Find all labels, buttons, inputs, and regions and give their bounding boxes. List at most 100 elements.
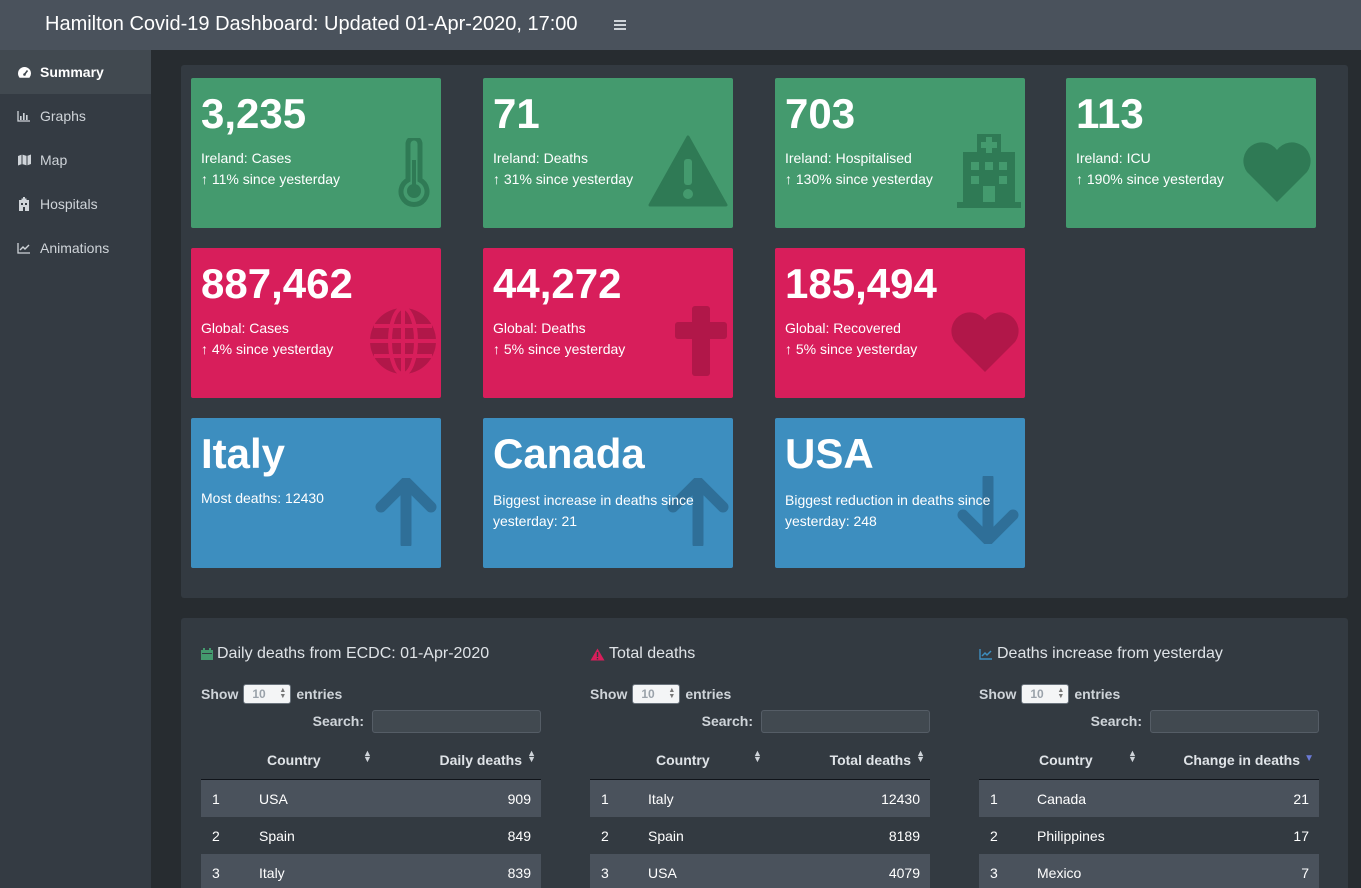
line-chart-icon <box>16 241 32 255</box>
table-title-text: Daily deaths from ECDC: 01-Apr-2020 <box>217 645 490 662</box>
box-change-text: 190% since yesterday <box>1086 171 1224 187</box>
global-deaths-box: 44,272 Global: Deaths ↑ 5% since yesterd… <box>483 248 733 398</box>
entries-label: entries <box>685 686 732 702</box>
box-change: ↑ 190% since yesterday <box>1076 171 1224 187</box>
column-header-value[interactable]: Total deaths <box>829 752 911 768</box>
box-change: ↑ 130% since yesterday <box>785 171 933 187</box>
column-header-country[interactable]: Country <box>656 752 710 768</box>
sidebar: Summary Graphs Map Hospitals Animations <box>0 50 151 888</box>
row-index: 2 <box>601 828 609 844</box>
search-label: Search: <box>312 713 364 729</box>
biggest-reduction-box: USA Biggest reduction in deaths since ye… <box>775 418 1025 568</box>
entries-value: 10 <box>252 687 266 701</box>
up-arrow-icon: ↑ <box>785 171 792 187</box>
biggest-increase-box: Canada Biggest increase in deaths since … <box>483 418 733 568</box>
box-change-text: 31% since yesterday <box>503 171 634 187</box>
sort-icon[interactable]: ▲ ▼ <box>363 748 372 764</box>
sidebar-toggle-icon[interactable] <box>614 16 630 34</box>
global-cases-box: 887,462 Global: Cases ↑ 4% since yesterd… <box>191 248 441 398</box>
total-deaths-table: Total deaths Show 10 ▲ ▼ entries Search: C… <box>590 618 930 888</box>
row-country: Spain <box>259 828 295 844</box>
length-control: Show 10 ▲ ▼ entries <box>979 684 1120 704</box>
global-recovered-box: 185,494 Global: Recovered ↑ 5% since yes… <box>775 248 1025 398</box>
sidebar-item-animations[interactable]: Animations <box>0 226 151 270</box>
sort-icon[interactable]: ▲ ▼ <box>916 748 925 764</box>
search-label: Search: <box>701 713 753 729</box>
heart-icon <box>1243 142 1311 202</box>
table-row: 3 Mexico 7 <box>979 854 1319 888</box>
arrow-down-icon <box>957 476 1019 544</box>
table-header: Country ▲ ▼ Total deaths ▲ ▼ <box>590 748 930 780</box>
thermometer-icon <box>398 138 430 208</box>
daily-deaths-table: Daily deaths from ECDC: 01-Apr-2020 Show… <box>201 618 541 888</box>
map-icon <box>16 153 32 167</box>
box-label: Global: Cases <box>201 320 289 336</box>
row-index: 1 <box>601 791 609 807</box>
entries-select[interactable]: 10 ▲ ▼ <box>1021 684 1070 704</box>
show-label: Show <box>590 686 628 702</box>
table-title: Total deaths <box>590 645 695 663</box>
sidebar-item-label: Summary <box>40 64 104 80</box>
table-row: 1 USA 909 <box>201 780 541 817</box>
box-label: Ireland: Cases <box>201 150 292 166</box>
up-arrow-icon: ↑ <box>201 171 208 187</box>
table-title-text: Deaths increase from yesterday <box>997 645 1223 662</box>
row-index: 3 <box>601 865 609 881</box>
arrow-up-icon <box>667 478 729 546</box>
box-value: Canada <box>493 430 645 477</box>
column-header-country[interactable]: Country <box>267 752 321 768</box>
sidebar-item-graphs[interactable]: Graphs <box>0 94 151 138</box>
sidebar-item-label: Animations <box>40 240 110 256</box>
entries-select[interactable]: 10 ▲ ▼ <box>243 684 292 704</box>
box-value: 185,494 <box>785 260 937 307</box>
search-label: Search: <box>1090 713 1142 729</box>
sidebar-item-map[interactable]: Map <box>0 138 151 182</box>
box-change-text: 130% since yesterday <box>795 171 933 187</box>
column-header-country[interactable]: Country <box>1039 752 1093 768</box>
sort-icon[interactable]: ▲ ▼ <box>527 748 536 764</box>
box-change: ↑ 4% since yesterday <box>201 341 333 357</box>
heart-icon <box>951 312 1019 372</box>
column-header-value[interactable]: Daily deaths <box>439 752 522 768</box>
sidebar-item-label: Hospitals <box>40 196 98 212</box>
entries-label: entries <box>1074 686 1121 702</box>
line-chart-icon <box>979 649 992 660</box>
row-value: 909 <box>507 791 531 807</box>
sidebar-item-summary[interactable]: Summary <box>0 50 151 94</box>
box-value: 703 <box>785 90 856 137</box>
search-input[interactable] <box>1150 710 1319 733</box>
ireland-cases-box: 3,235 Ireland: Cases ↑ 11% since yesterd… <box>191 78 441 228</box>
row-value: 12430 <box>881 791 920 807</box>
sort-descending-icon[interactable]: ▼ <box>1304 753 1314 764</box>
table-header: Country ▲ ▼ Change in deaths ▼ <box>979 748 1319 780</box>
search-input[interactable] <box>761 710 930 733</box>
column-header-value[interactable]: Change in deaths <box>1183 752 1300 768</box>
box-label: Global: Recovered <box>785 320 901 336</box>
bar-chart-icon <box>16 109 32 123</box>
table-title: Daily deaths from ECDC: 01-Apr-2020 <box>201 645 489 663</box>
box-change-text: 5% since yesterday <box>795 341 918 357</box>
up-arrow-icon: ↑ <box>785 341 792 357</box>
deaths-increase-table: Deaths increase from yesterday Show 10 ▲ ▼… <box>979 618 1319 888</box>
row-value: 8189 <box>888 828 920 844</box>
sort-icon[interactable]: ▲ ▼ <box>1128 748 1137 764</box>
sidebar-item-hospitals[interactable]: Hospitals <box>0 182 151 226</box>
tables-panel: Daily deaths from ECDC: 01-Apr-2020 Show… <box>181 618 1348 888</box>
main-content: 3,235 Ireland: Cases ↑ 11% since yesterd… <box>151 50 1361 888</box>
entries-select[interactable]: 10 ▲ ▼ <box>632 684 681 704</box>
box-label: Most deaths: 12430 <box>201 490 324 506</box>
table-title: Deaths increase from yesterday <box>979 645 1223 663</box>
ireland-hospitalised-box: 703 Ireland: Hospitalised ↑ 130% since y… <box>775 78 1025 228</box>
box-change: ↑ 5% since yesterday <box>785 341 917 357</box>
box-label: Ireland: Deaths <box>493 150 588 166</box>
box-value: 71 <box>493 90 540 137</box>
select-spinner-icon: ▲ ▼ <box>668 687 676 700</box>
box-change: ↑ 31% since yesterday <box>493 171 633 187</box>
sort-icon[interactable]: ▲ ▼ <box>753 748 762 764</box>
table-row: 2 Philippines 17 <box>979 817 1319 854</box>
row-value: 7 <box>1301 865 1309 881</box>
row-country: Canada <box>1037 791 1087 807</box>
up-arrow-icon: ↑ <box>1076 171 1083 187</box>
box-value: 44,272 <box>493 260 622 307</box>
search-input[interactable] <box>372 710 541 733</box>
